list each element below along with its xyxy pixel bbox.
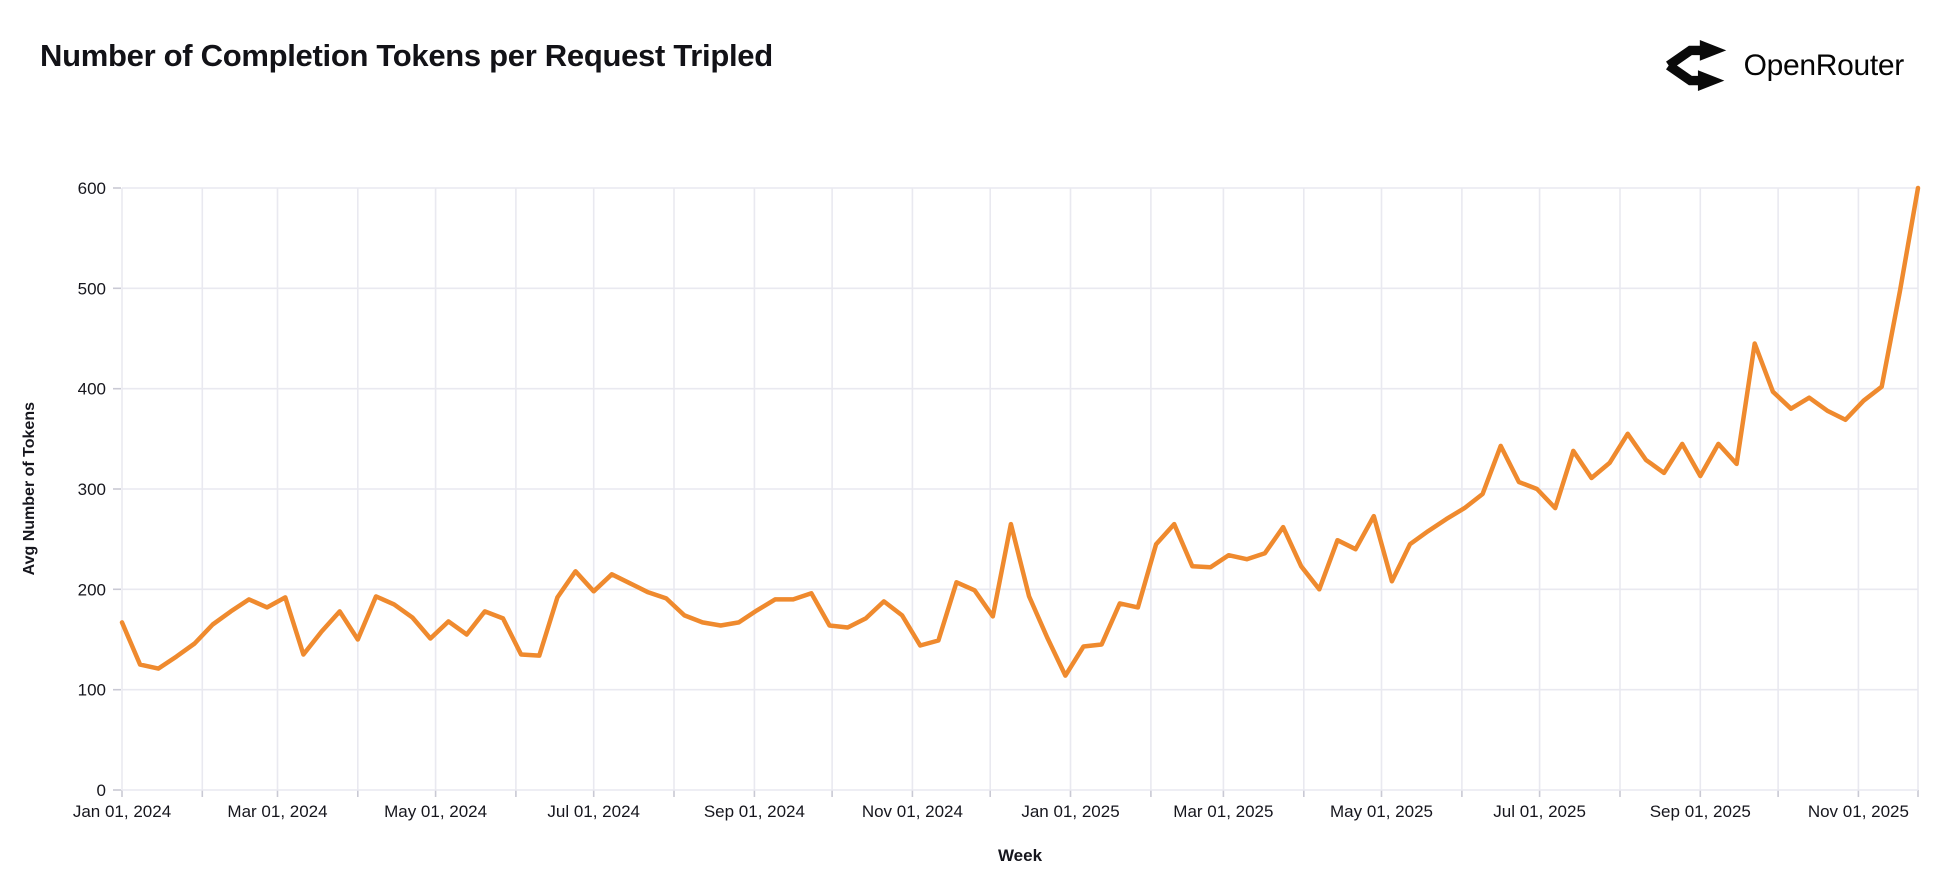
y-tick-label: 300	[78, 480, 106, 499]
brand: OpenRouter	[1664, 38, 1904, 93]
trend-line	[119, 185, 1921, 678]
y-tick-label: 600	[78, 179, 106, 198]
x-tick-label: Nov 01, 2024	[862, 802, 963, 821]
x-tick-label: Mar 01, 2024	[227, 802, 327, 821]
y-tick-label: 0	[97, 781, 106, 800]
header: Number of Completion Tokens per Request …	[0, 0, 1942, 120]
openrouter-logo-icon	[1664, 38, 1730, 93]
x-tick-label: Sep 01, 2025	[1650, 802, 1751, 821]
y-tick-label: 400	[78, 380, 106, 399]
brand-name: OpenRouter	[1743, 48, 1905, 82]
x-axis-title: Week	[997, 846, 1043, 865]
y-tick-label: 200	[78, 580, 106, 599]
x-tick-label: Jul 01, 2024	[547, 802, 640, 821]
x-tick-label: May 01, 2024	[384, 802, 487, 821]
x-tick-label: Jan 01, 2025	[1021, 802, 1119, 821]
x-tick-label: Nov 01, 2025	[1808, 802, 1909, 821]
y-axis-title: Avg Number of Tokens	[21, 402, 38, 576]
x-tick-label: Sep 01, 2024	[704, 802, 805, 821]
x-tick-label: Jan 01, 2024	[73, 802, 171, 821]
y-tick-label: 100	[78, 681, 106, 700]
page-title: Number of Completion Tokens per Request …	[40, 38, 773, 73]
x-tick-label: Mar 01, 2025	[1173, 802, 1273, 821]
y-tick-label: 500	[78, 279, 106, 298]
x-tick-label: May 01, 2025	[1330, 802, 1433, 821]
x-tick-label: Jul 01, 2025	[1493, 802, 1586, 821]
